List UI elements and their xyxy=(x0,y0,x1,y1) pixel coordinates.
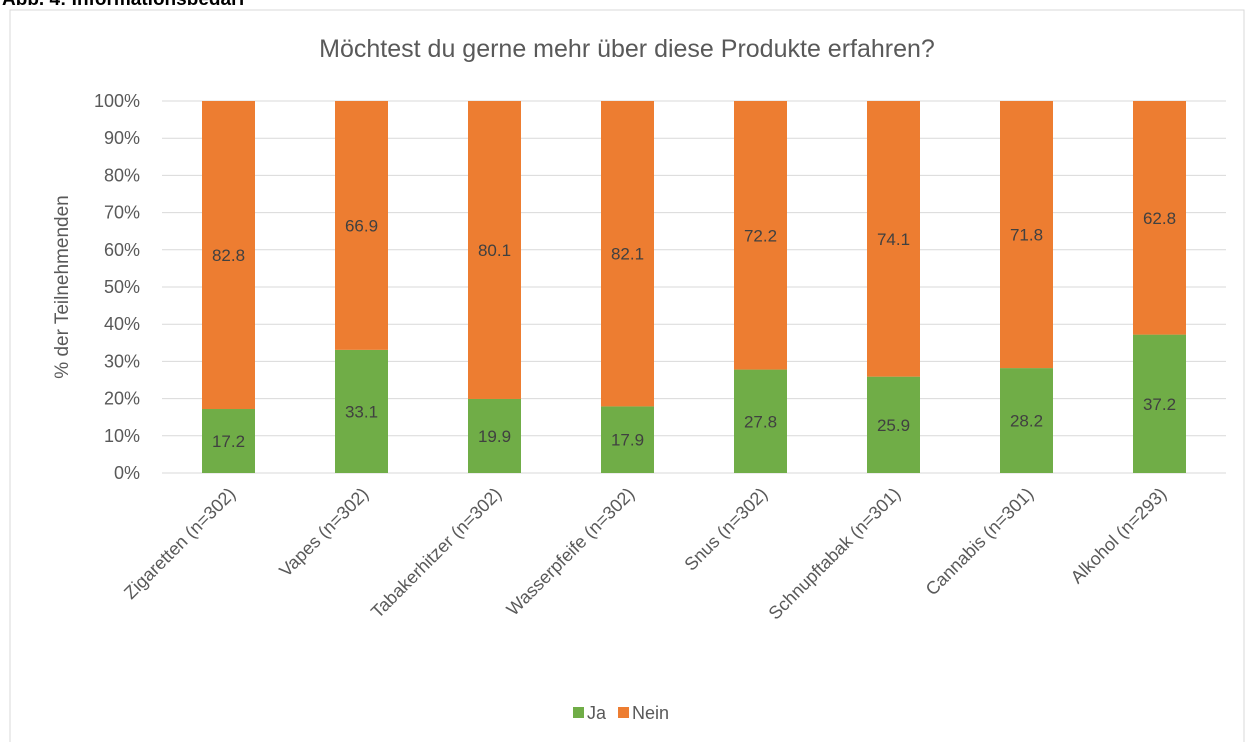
data-label: 33.1 xyxy=(345,402,378,421)
bar-segment xyxy=(734,369,787,473)
data-label: 28.2 xyxy=(1010,412,1043,431)
bar-segment xyxy=(734,101,787,370)
y-tick-label: 0% xyxy=(114,463,140,483)
bar-segment xyxy=(601,406,654,473)
legend-swatch xyxy=(618,707,630,718)
bar-segment xyxy=(335,349,388,473)
legend-label: Nein xyxy=(632,703,669,723)
bar-segment xyxy=(867,376,920,473)
data-label: 27.8 xyxy=(744,412,777,431)
bar-segment xyxy=(335,101,388,350)
legend-label: Ja xyxy=(587,703,607,723)
data-label: 82.8 xyxy=(212,246,245,265)
data-label: 62.8 xyxy=(1143,209,1176,228)
data-label: 19.9 xyxy=(478,427,511,446)
chart-title: Möchtest du gerne mehr über diese Produk… xyxy=(319,35,935,63)
bar-segment xyxy=(867,101,920,377)
legend-swatch xyxy=(573,707,584,718)
y-tick-label: 60% xyxy=(104,240,140,260)
bar-segment xyxy=(1133,334,1186,473)
y-tick-label: 90% xyxy=(104,128,140,148)
y-tick-label: 50% xyxy=(104,277,140,297)
bar-segment xyxy=(1133,101,1186,335)
bar-segment xyxy=(1000,101,1053,369)
data-label: 80.1 xyxy=(478,241,511,260)
bar-segment xyxy=(468,398,521,473)
data-label: 17.9 xyxy=(611,431,644,450)
bar-segment xyxy=(202,101,255,410)
y-tick-label: 100% xyxy=(94,91,140,111)
y-tick-label: 10% xyxy=(104,426,140,446)
data-label: 25.9 xyxy=(877,416,910,435)
data-label: 74.1 xyxy=(877,230,910,249)
y-tick-label: 40% xyxy=(104,314,140,334)
data-label: 17.2 xyxy=(212,432,245,451)
bar-segment xyxy=(202,409,255,473)
data-label: 72.2 xyxy=(744,226,777,245)
y-tick-label: 20% xyxy=(104,389,140,409)
data-label: 66.9 xyxy=(345,216,378,235)
data-label: 71.8 xyxy=(1010,226,1043,245)
y-tick-label: 80% xyxy=(104,165,140,185)
bar-segment xyxy=(468,101,521,399)
data-label: 82.1 xyxy=(611,245,644,264)
y-tick-label: 70% xyxy=(104,203,140,223)
y-axis-title: % der Teilnehmenden xyxy=(52,195,73,378)
caption: Abb. 4: Informationsbedarf xyxy=(2,0,245,10)
bar-segment xyxy=(1000,368,1053,473)
data-label: 37.2 xyxy=(1143,395,1176,414)
bar-segment xyxy=(601,101,654,407)
y-tick-label: 30% xyxy=(104,351,140,371)
